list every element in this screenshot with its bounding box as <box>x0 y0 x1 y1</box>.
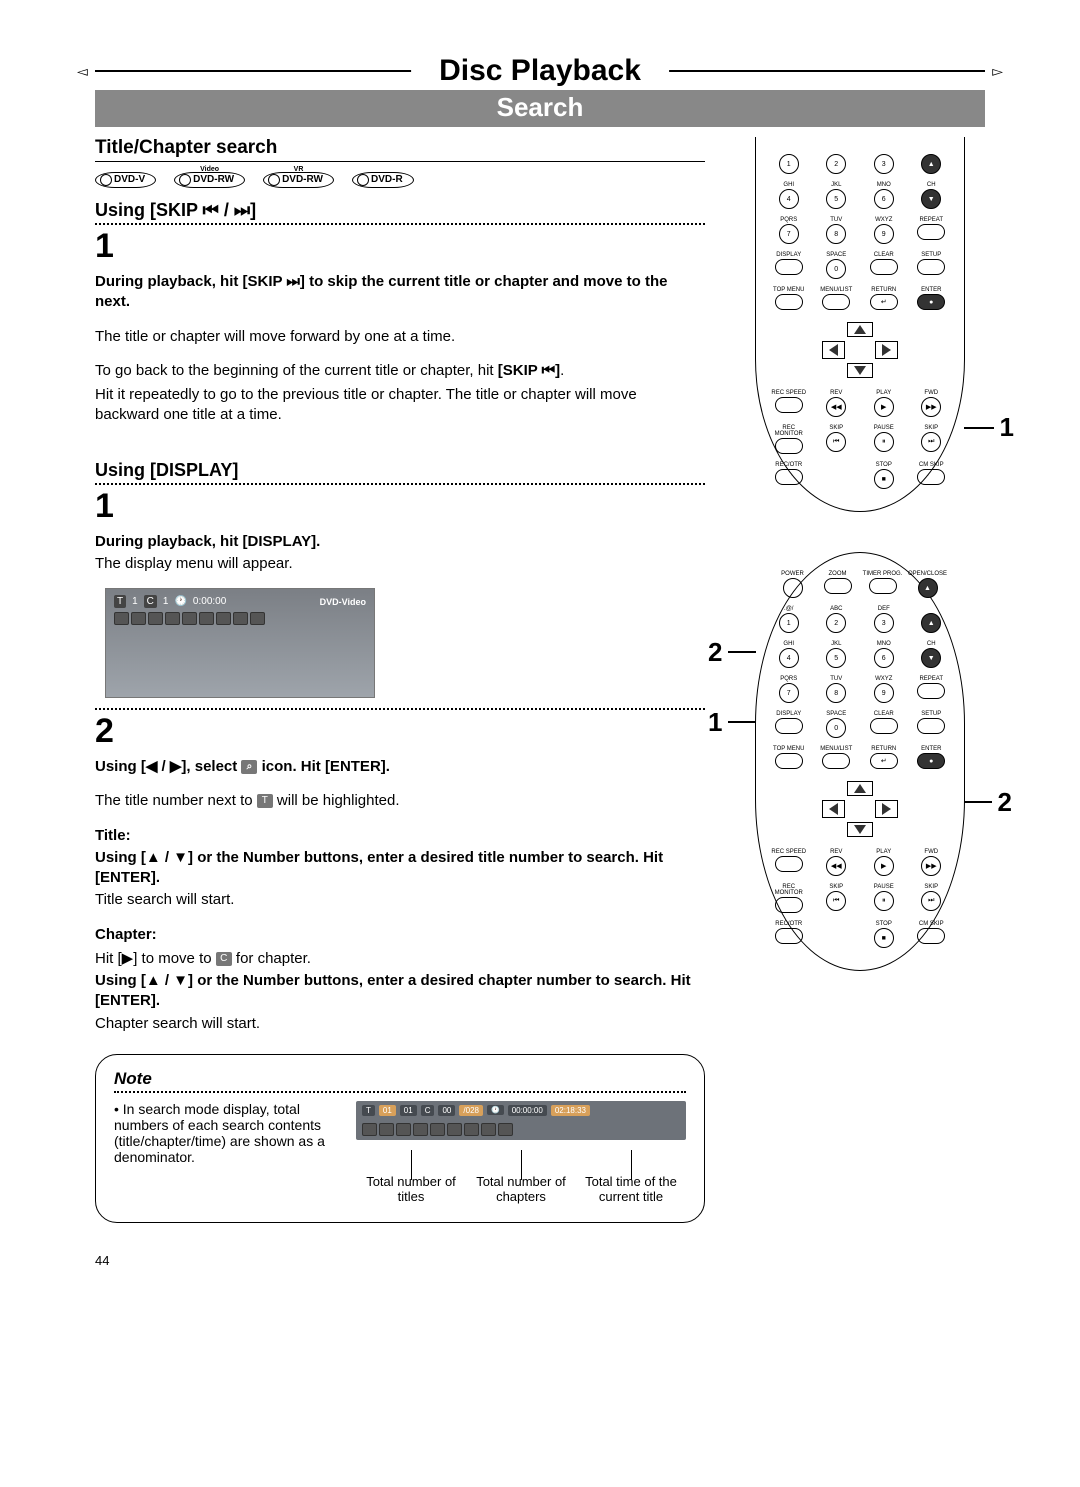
header-banner: ◅ Disc Playback ▻ <box>95 70 985 72</box>
step-number-d2: 2 <box>95 712 705 751</box>
dotted-rule <box>95 483 705 485</box>
step-number-d1: 1 <box>95 487 705 526</box>
page-number: 44 <box>95 1253 705 1268</box>
page: ◅ Disc Playback ▻ Search Title/Chapter s… <box>0 0 1080 1308</box>
remote-nav-pad <box>822 322 898 378</box>
remote-display-btn <box>775 718 803 734</box>
step-number-1: 1 <box>95 227 705 266</box>
chapter-result: Chapter search will start. <box>95 1014 705 1034</box>
chapter-instruction: Using [▲ / ▼] or the Number buttons, ent… <box>95 971 705 1012</box>
skip-text-3: Hit it repeatedly to go to the previous … <box>95 385 705 426</box>
display-menu-mock: T 1 C 1 🕐 0:00:00 DVD-Video <box>105 588 375 698</box>
right-column: 1 2 3 ▲ GHI4 JKL5 MNO6 CH▼ PQRS7 TUV8 WX… <box>735 137 985 1268</box>
remote2-callout-1: 1 <box>708 707 722 738</box>
remote-diagram-1: 1 2 3 ▲ GHI4 JKL5 MNO6 CH▼ PQRS7 TUV8 WX… <box>755 137 965 512</box>
remote-btn-1: 1 <box>779 154 799 174</box>
left-column: Title/Chapter search DVD-V VideoDVD-RW V… <box>95 137 705 1268</box>
banner-arrow-left-icon: ◅ <box>77 63 88 80</box>
page-title: Disc Playback <box>439 54 641 88</box>
search-inline-icon: ⌕ <box>241 760 257 774</box>
t-inline-icon: T <box>257 794 273 808</box>
remote-diagram-2: POWER ZOOM TIMER PROG. OPEN/CLOSE▲ .@/1 … <box>755 552 965 971</box>
dotted-rule <box>95 708 705 710</box>
disc-icon-dvdrw-video: VideoDVD-RW <box>174 172 245 188</box>
note-title: Note <box>114 1069 686 1089</box>
display-step1-text: The display menu will appear. <box>95 554 705 574</box>
banner-arrow-right-icon: ▻ <box>992 63 1003 80</box>
dm-icon <box>114 612 129 625</box>
display-menu-row1: T 1 C 1 🕐 0:00:00 DVD-Video <box>114 595 366 608</box>
disc-icon-dvdr: DVD-R <box>352 172 414 188</box>
skip-instruction-bold: During playback, hit [SKIP ⏭] to skip th… <box>95 272 705 313</box>
skip-text-2: To go back to the beginning of the curre… <box>95 361 705 381</box>
using-skip-heading: Using [SKIP ⏮ / ⏭] <box>95 200 705 221</box>
using-display-heading: Using [DISPLAY] <box>95 460 705 481</box>
banner-title-wrap: Disc Playback <box>411 54 669 88</box>
title-label: Title: <box>95 826 705 846</box>
note-callouts: Total number of titles Total number of c… <box>356 1150 686 1204</box>
remote-skip-prev-btn: ⏮ <box>826 432 846 452</box>
disc-type-icons: DVD-V VideoDVD-RW VRDVD-RW DVD-R <box>95 172 705 188</box>
title-result: Title search will start. <box>95 890 705 910</box>
dotted-rule <box>95 223 705 225</box>
chapter-text1: Hit [▶] to move to C for chapter. <box>95 949 705 969</box>
display-step2-bold: Using [◀ / ▶], select ⌕ icon. Hit [ENTER… <box>95 757 705 777</box>
title-instruction: Using [▲ / ▼] or the Number buttons, ent… <box>95 848 705 889</box>
note-callout-diagram: T 01 01 C 00 /028 🕐 00:00:00 02:18:33 <box>356 1101 686 1204</box>
note-text: • In search mode display, total numbers … <box>114 1101 344 1165</box>
callout-line <box>964 427 994 429</box>
remote-nav-pad <box>822 781 898 837</box>
note-osd-bar: T 01 01 C 00 /028 🕐 00:00:00 02:18:33 <box>356 1101 686 1140</box>
banner-rule: Disc Playback <box>95 70 985 72</box>
remote-skip-next-btn: ⏭ <box>921 432 941 452</box>
c-inline-icon: C <box>216 952 232 966</box>
section-title: Title/Chapter search <box>95 137 705 162</box>
note-box: Note • In search mode display, total num… <box>95 1054 705 1223</box>
display-menu-row2 <box>114 612 366 625</box>
section-subheader: Search <box>95 90 985 127</box>
display-step1-bold: During playback, hit [DISPLAY]. <box>95 532 705 552</box>
remote2-callout-2l: 2 <box>708 637 722 668</box>
remote2-callout-2r: 2 <box>998 787 1012 818</box>
skip-text-1: The title or chapter will move forward b… <box>95 327 705 347</box>
disc-icon-dvdv: DVD-V <box>95 172 156 188</box>
display-step2-text: The title number next to T will be highl… <box>95 791 705 811</box>
remote1-callout-1: 1 <box>1000 412 1014 443</box>
chapter-label: Chapter: <box>95 925 705 945</box>
remote-enter-btn: ● <box>917 753 945 769</box>
disc-icon-dvdrw-vr: VRDVD-RW <box>263 172 334 188</box>
dotted-rule <box>114 1091 686 1093</box>
